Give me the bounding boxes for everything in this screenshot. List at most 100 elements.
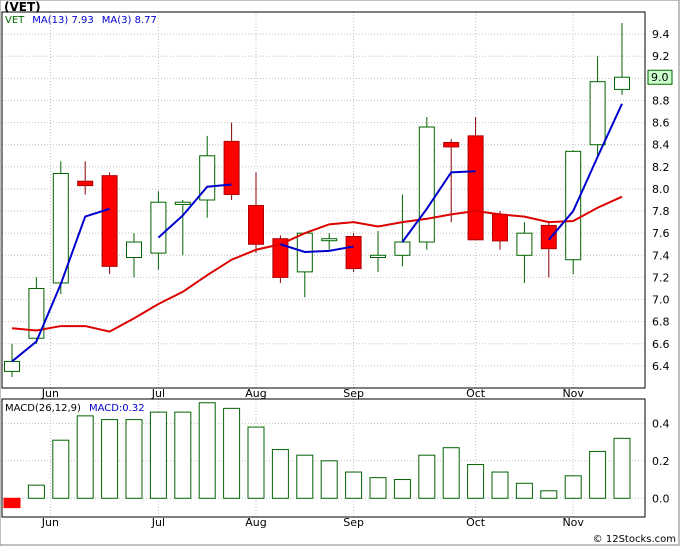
price-tick-label: 9.2 [652, 50, 670, 63]
macd-bar [345, 471, 363, 499]
price-tick-label: 7.8 [652, 205, 670, 218]
candle-body [272, 238, 289, 278]
up-candle [614, 23, 630, 95]
macd-bar [393, 479, 411, 499]
up-candle [589, 56, 606, 156]
up-candle [565, 150, 582, 275]
ma-legend: VET MA(13) 7.93 MA(3) 8.77 [5, 15, 157, 26]
macd-legend-value: MACD:0.32 [88, 403, 145, 414]
legend-symbol: VET [5, 15, 25, 26]
month-label: Jun [41, 516, 59, 529]
macd-bar [613, 437, 631, 499]
month-label: Aug [245, 516, 266, 529]
candle-body [77, 180, 94, 187]
price-tick-label: 9.4 [652, 28, 670, 41]
candle-body [516, 232, 533, 256]
candle-body [126, 241, 142, 259]
moving-averages [11, 103, 623, 363]
ma3-line [401, 170, 476, 243]
legend-ma13-value: 7.93 [71, 15, 94, 26]
macd-tick-label: 0.4 [652, 417, 670, 430]
up-candle [174, 200, 191, 256]
candles [4, 23, 630, 377]
macd-bar [149, 411, 167, 499]
ticker-title: (VET) [4, 0, 41, 14]
candle-body [370, 254, 386, 259]
candle-body [418, 126, 435, 243]
candle-body [174, 201, 191, 205]
macd-bar [369, 477, 387, 499]
macd-tick-label: 0.0 [652, 492, 670, 505]
macd-bar [491, 471, 509, 499]
macd-bar [540, 490, 558, 499]
down-candle [540, 222, 557, 278]
price-tick-label: 7.4 [652, 249, 670, 262]
price-tick-label: 8.6 [652, 117, 670, 130]
legend-ma3-value: 8.77 [134, 15, 157, 26]
macd-bar [52, 439, 70, 499]
candle-body [394, 241, 411, 256]
macd-bar [101, 419, 119, 499]
macd-panel-frame [1, 398, 646, 518]
price-tick-label: 6.8 [652, 316, 670, 329]
month-label: Sep [343, 387, 364, 400]
month-label: Nov [562, 516, 584, 529]
price-tick-label: 8.8 [652, 94, 670, 107]
up-candle [370, 230, 386, 272]
macd-bar [589, 450, 607, 499]
down-candle [101, 172, 118, 275]
macd-bar [76, 415, 94, 499]
month-label: Nov [562, 387, 584, 400]
down-candle [223, 122, 240, 200]
ma3-line [548, 103, 623, 241]
ma13-line [11, 195, 623, 333]
up-candle [516, 222, 533, 283]
candle-body [565, 150, 582, 261]
month-label: Jul [151, 516, 165, 529]
macd-bar [320, 460, 338, 499]
price-tick-label: 8.0 [652, 183, 670, 196]
candle-body [540, 224, 557, 250]
price-tag-text: 9.0 [651, 71, 669, 84]
macd-y-axis: 0.0 0.2 0.4 [652, 417, 670, 505]
down-candle [248, 172, 264, 254]
month-label: Aug [245, 387, 266, 400]
ma3-line [280, 243, 354, 253]
candle-body [492, 213, 508, 242]
macd-bar [564, 475, 582, 499]
candle-body [150, 201, 167, 254]
up-candle [199, 135, 216, 218]
macd-bar [27, 484, 45, 499]
up-candle [28, 277, 45, 344]
price-tick-label: 8.2 [652, 161, 670, 174]
candle-body [321, 238, 338, 242]
macd-bar [223, 407, 241, 499]
macd-bar [442, 447, 460, 499]
macd-bar [467, 464, 485, 499]
macd-legend: MACD(26,12,9) MACD:0.32 [5, 403, 145, 414]
macd-bar [271, 449, 289, 499]
price-tick-label: 7.0 [652, 294, 670, 307]
down-candle [467, 117, 484, 241]
up-candle [126, 233, 142, 278]
candle-body [4, 360, 20, 372]
month-label: Sep [343, 516, 364, 529]
price-y-axis: 6.4 6.6 6.8 7.0 7.2 7.4 7.6 7.8 8.0 8.2 8.4 8.6 8.8 9… [652, 28, 670, 373]
candle-body [223, 140, 240, 195]
candle-body [52, 172, 69, 284]
candle-body [101, 175, 118, 267]
month-label: Jun [41, 387, 59, 400]
price-tick-label: 7.2 [652, 271, 670, 284]
ma3-line [157, 183, 232, 239]
candle-body [443, 141, 460, 148]
price-tick-label: 8.4 [652, 139, 670, 152]
macd-bar [296, 454, 314, 499]
macd-tick-label: 0.2 [652, 455, 670, 468]
macd-bar [3, 497, 21, 509]
price-tick-label: 6.6 [652, 338, 670, 351]
candle-body [248, 205, 264, 245]
candle-body [614, 76, 630, 90]
